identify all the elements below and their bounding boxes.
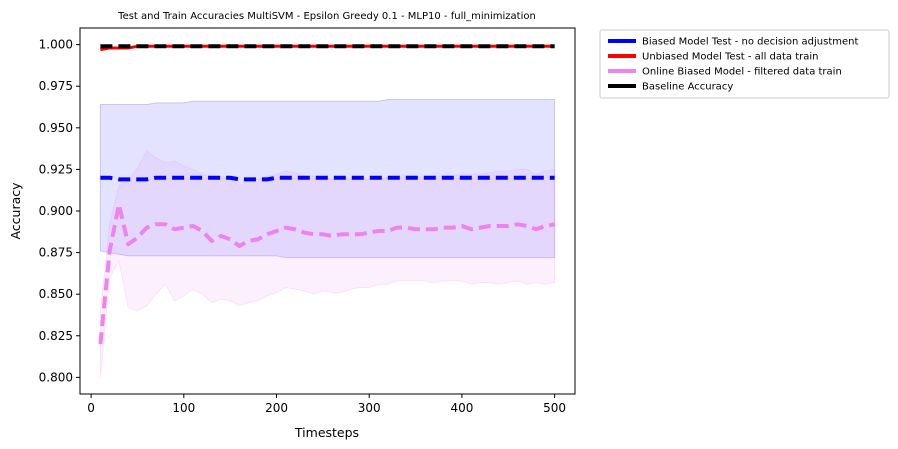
y-tick-label: 0.900	[39, 204, 73, 218]
legend: Biased Model Test - no decision adjustme…	[599, 29, 890, 99]
x-axis-ticks: 0 100 200 300 400 500	[87, 394, 566, 415]
y-axis-label: Accuracy	[8, 182, 23, 240]
line-biased-model-test-no-decision-adjustment	[100, 175, 555, 182]
x-tick-label: 300	[358, 401, 381, 415]
y-tick-label: 0.875	[39, 246, 73, 260]
chart-title: Test and Train Accuracies MultiSVM - Eps…	[117, 11, 536, 22]
y-tick-label: 0.800	[39, 370, 73, 384]
y-tick-label: 0.925	[39, 162, 73, 176]
x-tick-label: 500	[543, 401, 566, 415]
y-tick-label: 0.950	[39, 121, 73, 135]
x-tick-label: 0	[87, 401, 95, 415]
x-axis-label: Timesteps	[294, 425, 359, 440]
y-tick-label: 1.000	[39, 38, 73, 52]
x-tick-label: 400	[450, 401, 473, 415]
line-online-biased-model-filtered-data-train	[98, 202, 555, 345]
x-tick-label: 100	[172, 401, 195, 415]
y-axis-ticks: 0.800 0.825 0.850 0.875 0.900 0.925 0.950 0.975…	[39, 38, 80, 384]
legend-label-unbiased-model-test-all-data-train: Unbiased Model Test - all data train	[642, 52, 819, 63]
y-tick-label: 0.825	[39, 329, 73, 343]
x-tick-label: 200	[265, 401, 288, 415]
legend-label-baseline-accuracy: Baseline Accuracy	[642, 82, 733, 93]
legend-label-online-biased-model-filtered-data-train: Online Biased Model - filtered data trai…	[642, 67, 842, 78]
y-tick-label: 0.975	[39, 79, 73, 93]
series-lines	[98, 44, 555, 345]
legend-box	[599, 29, 890, 99]
y-tick-label: 0.850	[39, 287, 73, 301]
legend-label-biased-model-test-no-decision-adjustment: Biased Model Test - no decision adjustme…	[642, 37, 859, 48]
